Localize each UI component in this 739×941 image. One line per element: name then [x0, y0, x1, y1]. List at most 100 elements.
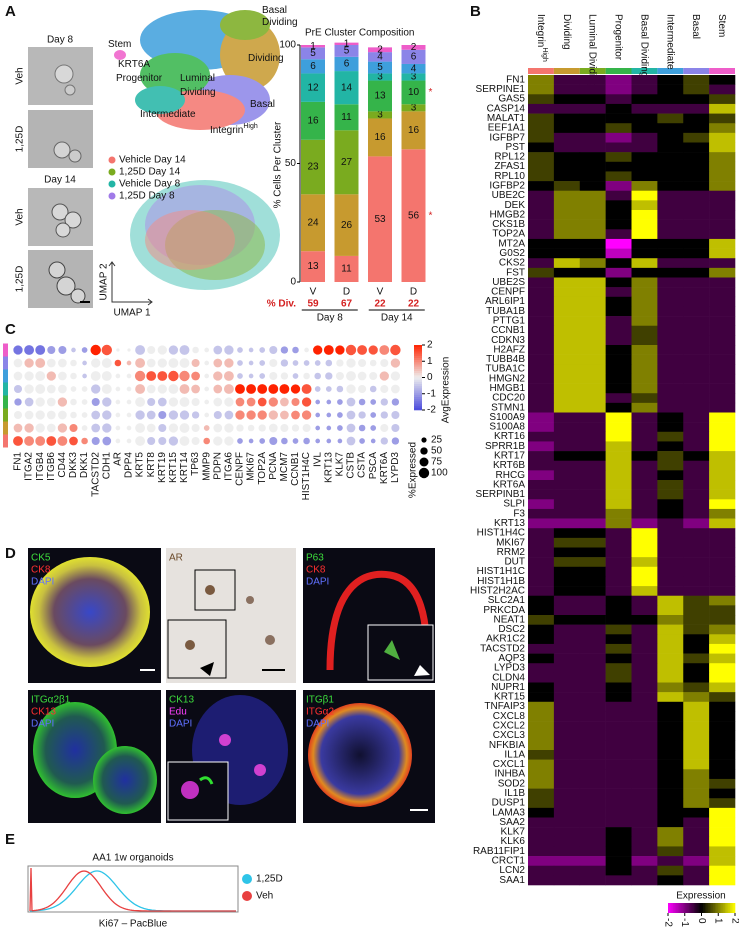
heatmap-cell	[553, 827, 581, 838]
heatmap-cell	[709, 460, 736, 471]
gene-label: AR	[113, 452, 124, 466]
dot	[101, 371, 112, 381]
dot	[368, 345, 378, 355]
heatmap-cell	[579, 807, 606, 818]
legend-gradient	[723, 903, 726, 913]
legend-gradient	[733, 903, 736, 913]
dot	[191, 411, 200, 419]
heatmap-cell	[657, 132, 684, 143]
heatmap-cell	[528, 267, 555, 278]
heatmap-cell	[631, 778, 658, 789]
dot	[69, 436, 78, 446]
heatmap-cell	[579, 663, 606, 674]
heatmap-cell	[579, 441, 606, 452]
heatmap-cell	[528, 431, 555, 442]
heatmap-cell	[709, 643, 736, 654]
heatmap-cell	[553, 807, 581, 818]
heatmap-cell	[709, 181, 736, 192]
dot	[70, 372, 77, 380]
segment-label: 2	[377, 44, 383, 55]
heatmap-cell	[528, 566, 555, 577]
heatmap-cell	[657, 113, 684, 124]
dot	[337, 425, 343, 431]
heatmap-cell	[605, 547, 632, 558]
heatmap-cell	[553, 692, 581, 703]
dot	[81, 386, 88, 392]
dot	[47, 345, 56, 355]
gene-label: RHCG	[496, 470, 526, 481]
row-strip	[3, 408, 8, 422]
heatmap-cell	[553, 306, 581, 317]
heatmap-cell	[605, 480, 632, 490]
bar-segment	[334, 42, 359, 45]
heatmap-cell	[528, 701, 555, 712]
heatmap-cell	[528, 537, 555, 548]
heatmap-cell	[553, 788, 581, 799]
gene-label: LCN2	[499, 865, 525, 876]
heatmap-cell	[579, 566, 606, 577]
heatmap-cell	[709, 875, 736, 886]
heatmap-cell	[528, 296, 555, 307]
legend-tick-label: -2	[427, 405, 436, 416]
dot	[115, 425, 121, 431]
heatmap-cell	[528, 721, 555, 732]
dot	[70, 386, 77, 392]
heatmap-cell	[553, 508, 581, 519]
heatmap-cell	[579, 258, 606, 269]
heatmap-cell	[657, 238, 684, 249]
dot	[102, 423, 112, 433]
dot	[179, 397, 190, 407]
heatmap-cell	[579, 856, 606, 867]
heatmap-cell	[683, 181, 710, 192]
heatmap-cell	[709, 335, 736, 346]
heatmap-cell	[657, 508, 684, 519]
heatmap-cell	[631, 393, 658, 404]
heatmap-cell	[631, 692, 658, 703]
legend-gradient	[676, 903, 679, 913]
heatmap-cell	[528, 287, 555, 298]
dot	[213, 436, 223, 446]
heatmap-cell	[605, 296, 632, 307]
heatmap-cell	[605, 711, 632, 722]
dot	[346, 423, 356, 433]
gene-label: H2AFZ	[493, 344, 525, 355]
cluster-label: Dividing	[262, 17, 298, 28]
legend-gradient	[414, 358, 422, 361]
bar-segment	[401, 80, 426, 105]
dot	[326, 412, 332, 418]
heatmap-cell	[631, 701, 658, 712]
dot	[358, 398, 366, 406]
heatmap-cell	[657, 875, 684, 886]
dot	[91, 397, 100, 407]
dot	[115, 399, 121, 405]
heatmap-cell	[657, 740, 684, 751]
heatmap-cell	[605, 856, 632, 867]
heatmap-cell	[709, 267, 736, 278]
heatmap-cell	[683, 865, 710, 876]
heatmap-cell	[553, 586, 581, 597]
dot	[179, 358, 190, 368]
heatmap-cell	[579, 325, 606, 336]
dot	[91, 436, 100, 446]
legend-marker	[242, 891, 252, 901]
segment-label: 10	[408, 87, 420, 98]
gene-label: SAA1	[499, 875, 525, 886]
heatmap-cell	[553, 113, 581, 124]
heatmap-cell	[631, 643, 658, 654]
annotation: *	[429, 87, 433, 98]
heatmap-cell	[579, 422, 606, 433]
dot	[303, 372, 310, 380]
dot	[248, 347, 254, 353]
dot	[269, 371, 278, 381]
heatmap-cell	[528, 354, 555, 365]
dot	[13, 358, 23, 368]
dot	[369, 385, 377, 393]
heatmap-cell	[528, 856, 555, 867]
gene-label: EEF1A1	[488, 123, 526, 134]
heatmap-cell	[683, 750, 710, 760]
heatmap-cell	[553, 480, 581, 490]
heatmap-cell	[528, 740, 555, 751]
heatmap-cell	[553, 258, 581, 269]
heatmap-cell	[683, 643, 710, 654]
heatmap-cell	[683, 412, 710, 423]
